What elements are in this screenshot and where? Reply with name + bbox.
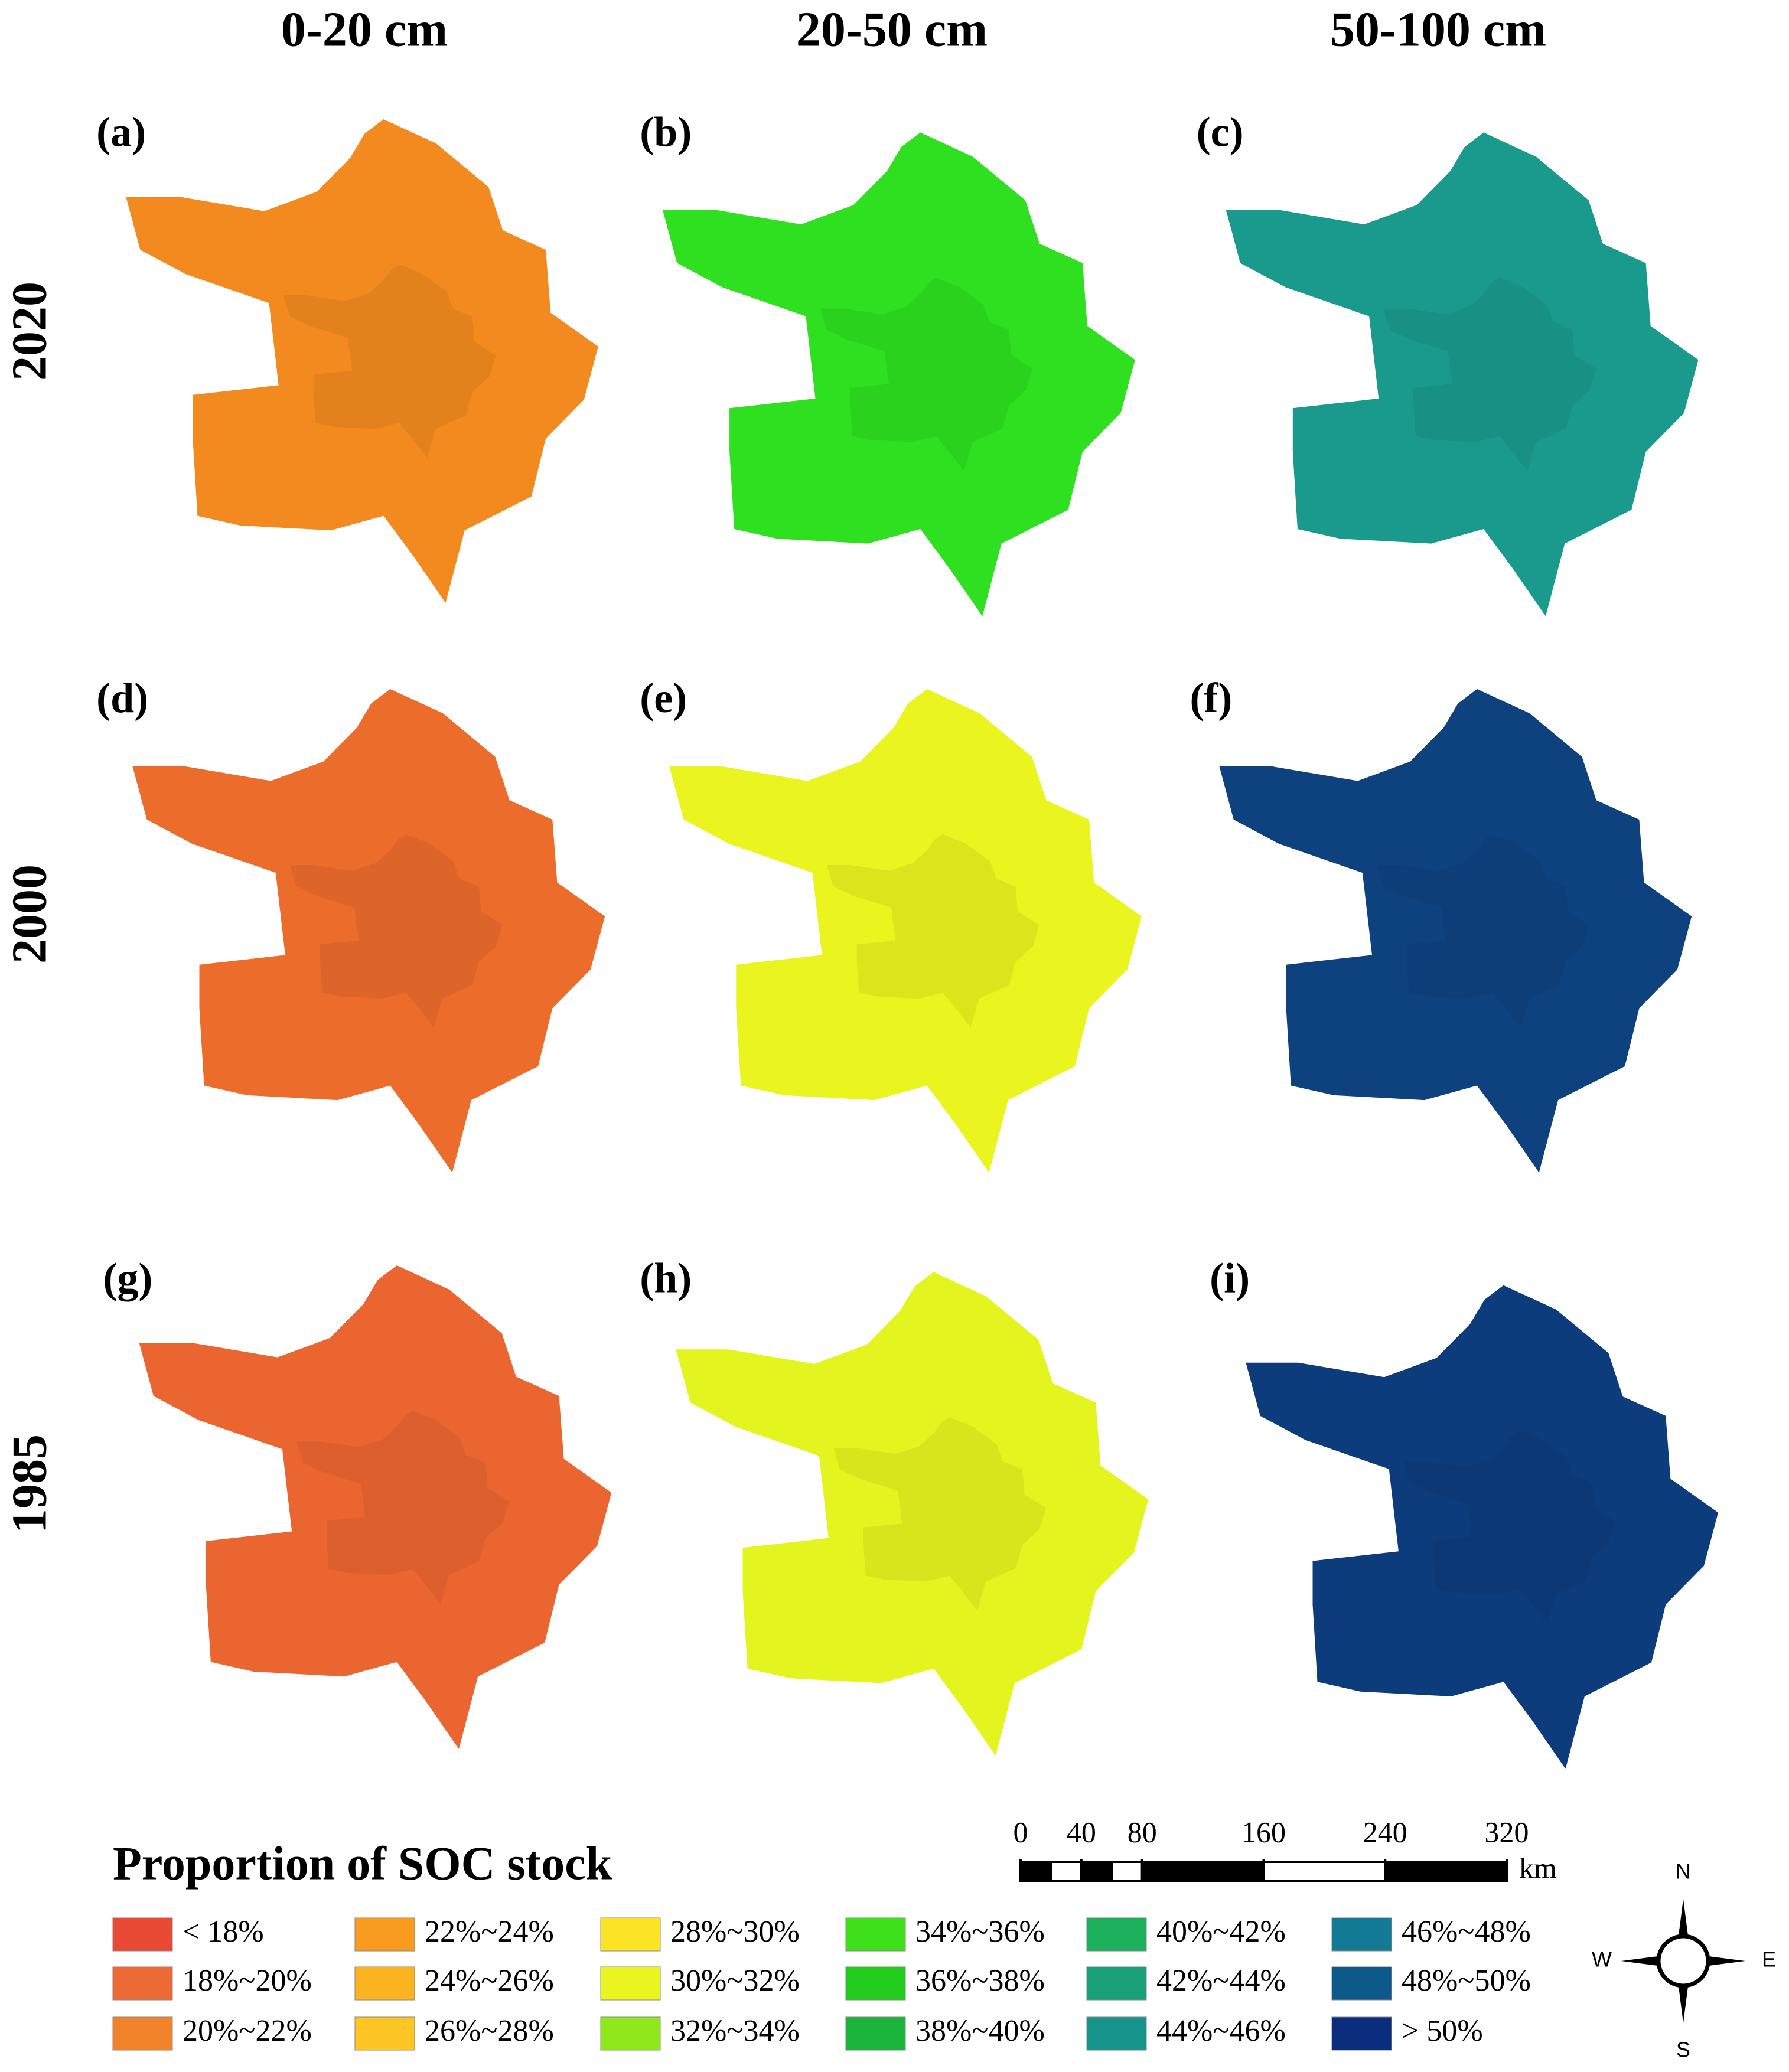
panel-label: (g) (103, 1255, 152, 1302)
legend-swatch (1086, 1917, 1147, 1952)
scale-segment (1019, 1861, 1052, 1882)
row-label: 1985 (2, 1434, 57, 1533)
legend-label: 24%~26% (425, 1964, 554, 1998)
legend-label: 22%~24% (425, 1915, 554, 1949)
panel-label: (a) (96, 109, 146, 156)
legend-swatch (354, 1917, 415, 1952)
legend-label: 34%~36% (915, 1915, 1045, 1949)
region-map (663, 132, 1135, 616)
region-map (132, 689, 605, 1173)
scale-unit: km (1519, 1851, 1557, 1884)
map-texture (290, 834, 503, 1028)
row-label: 2020 (2, 282, 57, 381)
legend-label: 36%~38% (915, 1964, 1045, 1998)
legend-label: 30%~32% (670, 1964, 800, 1998)
scale-segment (1262, 1861, 1387, 1882)
panel-label: (i) (1210, 1255, 1250, 1302)
legend-swatch (845, 1966, 906, 2001)
legend-swatch (845, 1917, 906, 1952)
region-map (676, 1272, 1149, 1756)
scale-label: 80 (1128, 1815, 1157, 1848)
region-map (139, 1265, 612, 1750)
legend-swatch (112, 2016, 173, 2051)
legend-swatch (600, 2016, 661, 2051)
legend-label: 46%~48% (1402, 1915, 1531, 1949)
panel-label: (c) (1197, 109, 1244, 156)
map-texture (833, 1417, 1046, 1611)
legend-swatch (845, 2016, 906, 2051)
compass-e: E (1762, 1947, 1776, 1972)
legend-title: Proportion of SOC stock (113, 1838, 612, 1890)
scale-segment (1140, 1861, 1265, 1882)
column-header: 0-20 cm (281, 2, 448, 57)
legend-label: 26%~28% (425, 2014, 554, 2048)
scale-segment (1110, 1861, 1143, 1882)
column-header: 50-100 cm (1330, 2, 1546, 57)
legend-swatch (600, 1966, 661, 2001)
legend-label: 38%~40% (915, 2014, 1045, 2048)
legend-swatch (1331, 1917, 1392, 1952)
legend-label: 44%~46% (1156, 2014, 1286, 2048)
scale-segment (1080, 1861, 1113, 1882)
legend-swatch (112, 1917, 173, 1952)
panel-label: (h) (640, 1255, 692, 1302)
legend-swatch (354, 2016, 415, 2051)
panel-label: (f) (1190, 674, 1232, 722)
legend-swatch (1331, 1966, 1392, 2001)
panel-label: (b) (640, 109, 692, 156)
legend-swatch (112, 1966, 173, 2001)
scale-label: 240 (1363, 1815, 1407, 1848)
legend-label: > 50% (1402, 2014, 1483, 2048)
legend-label: 28%~30% (670, 1915, 800, 1949)
map-texture (1377, 834, 1589, 1028)
legend-swatch (354, 1966, 415, 2001)
legend-label: 48%~50% (1402, 1964, 1531, 1998)
region-map (126, 119, 598, 603)
map-texture (1403, 1430, 1616, 1624)
region-map (669, 689, 1142, 1173)
compass-w: W (1592, 1947, 1612, 1972)
region-map (1226, 132, 1699, 616)
legend-label: < 18% (183, 1915, 264, 1949)
row-label: 2000 (2, 864, 57, 964)
panel-label: (d) (96, 674, 148, 722)
scale-label: 0 (1014, 1815, 1028, 1848)
legend-swatch (600, 1917, 661, 1952)
compass-n: N (1676, 1859, 1691, 1884)
legend-swatch (1086, 1966, 1147, 2001)
map-texture (296, 1410, 510, 1604)
legend-label: 42%~44% (1156, 1964, 1286, 1998)
legend-swatch (1331, 2016, 1392, 2051)
legend-swatch (1086, 2016, 1147, 2051)
map-texture (283, 264, 496, 458)
scale-label: 40 (1067, 1815, 1096, 1848)
compass-s: S (1676, 2038, 1690, 2062)
region-map (1219, 689, 1692, 1173)
scale-segment (1050, 1861, 1083, 1882)
map-texture (826, 834, 1039, 1028)
map-texture (1383, 278, 1596, 471)
north-arrow: N E S W (1592, 1859, 1776, 2062)
legend-label: 40%~42% (1156, 1915, 1286, 1949)
scale-segment (1384, 1861, 1508, 1882)
scale-label: 320 (1485, 1815, 1529, 1848)
region-map (1246, 1285, 1719, 1769)
column-header: 20-50 cm (796, 2, 988, 57)
panel-label: (e) (640, 674, 687, 722)
map-texture (820, 278, 1033, 471)
scale-label: 160 (1241, 1815, 1286, 1848)
legend-label: 18%~20% (183, 1964, 312, 1998)
legend-label: 20%~22% (183, 2014, 312, 2048)
legend-label: 32%~34% (670, 2014, 800, 2048)
